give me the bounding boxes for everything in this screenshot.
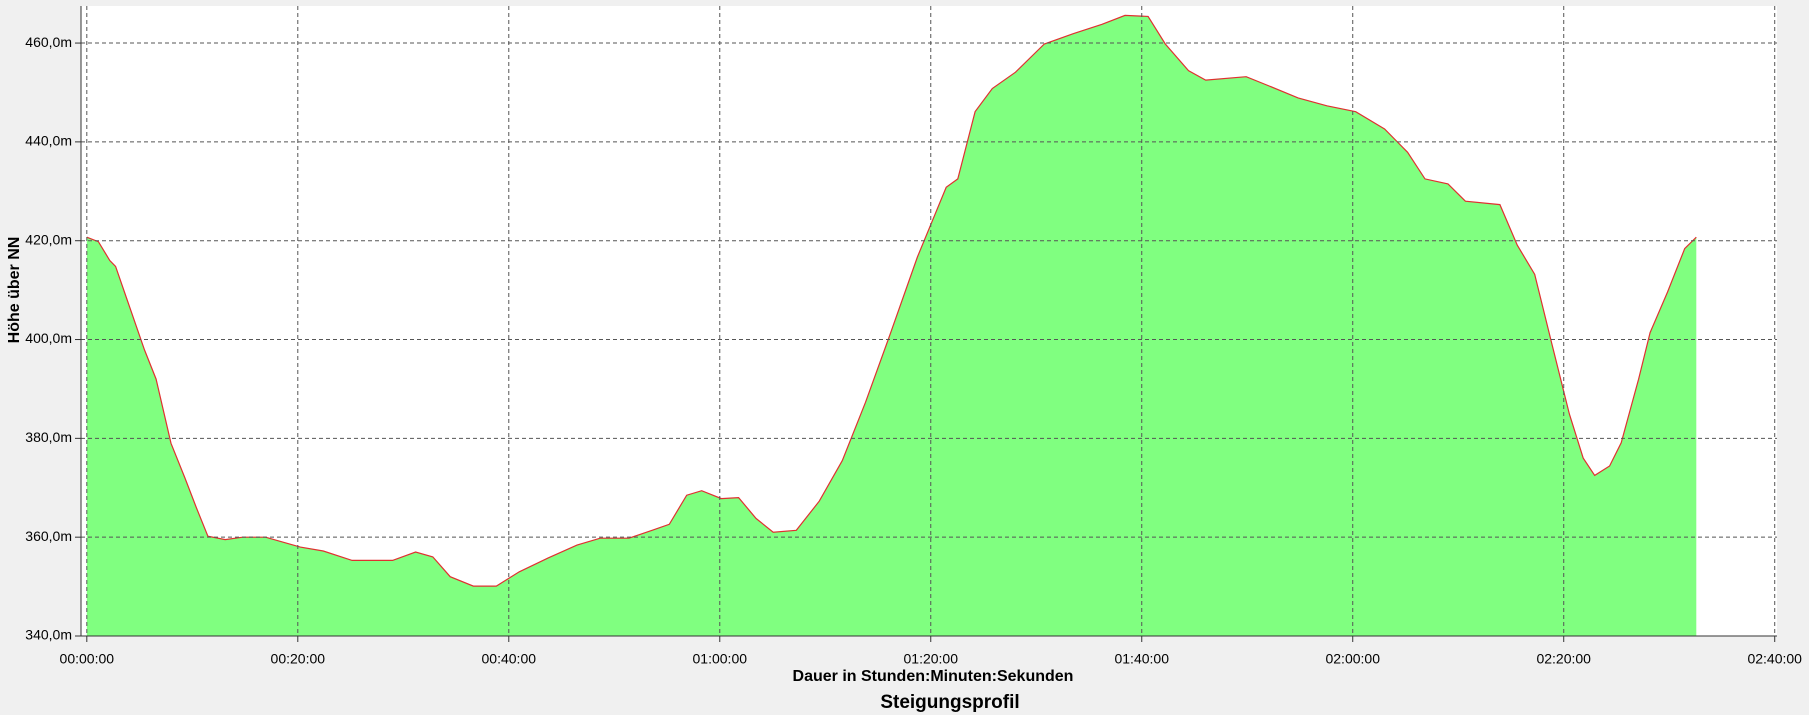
- x-tick-label: 00:40:00: [482, 651, 537, 667]
- y-tick-label: 440,0m: [25, 133, 72, 149]
- y-tick-label: 420,0m: [25, 231, 72, 247]
- x-axis-title: Dauer in Stunden:Minuten:Sekunden: [793, 668, 1074, 685]
- y-axis-title: Höhe über NN: [6, 237, 23, 344]
- x-tick-label: 02:40:00: [1747, 651, 1802, 667]
- x-tick-label: 00:00:00: [60, 651, 115, 667]
- x-tick-label: 01:40:00: [1114, 651, 1169, 667]
- y-tick-label: 360,0m: [25, 528, 72, 544]
- x-tick-label: 01:00:00: [693, 651, 748, 667]
- y-tick-label: 460,0m: [25, 34, 72, 50]
- x-tick-label: 00:20:00: [271, 651, 326, 667]
- y-tick-label: 400,0m: [25, 330, 72, 346]
- x-tick-label: 01:20:00: [904, 651, 959, 667]
- x-tick-label: 02:00:00: [1325, 651, 1380, 667]
- chart-title: Steigungsprofil: [880, 692, 1019, 713]
- y-tick-label: 340,0m: [25, 627, 72, 643]
- x-tick-label: 02:20:00: [1536, 651, 1591, 667]
- y-tick-label: 380,0m: [25, 429, 72, 445]
- area: [86, 15, 1697, 636]
